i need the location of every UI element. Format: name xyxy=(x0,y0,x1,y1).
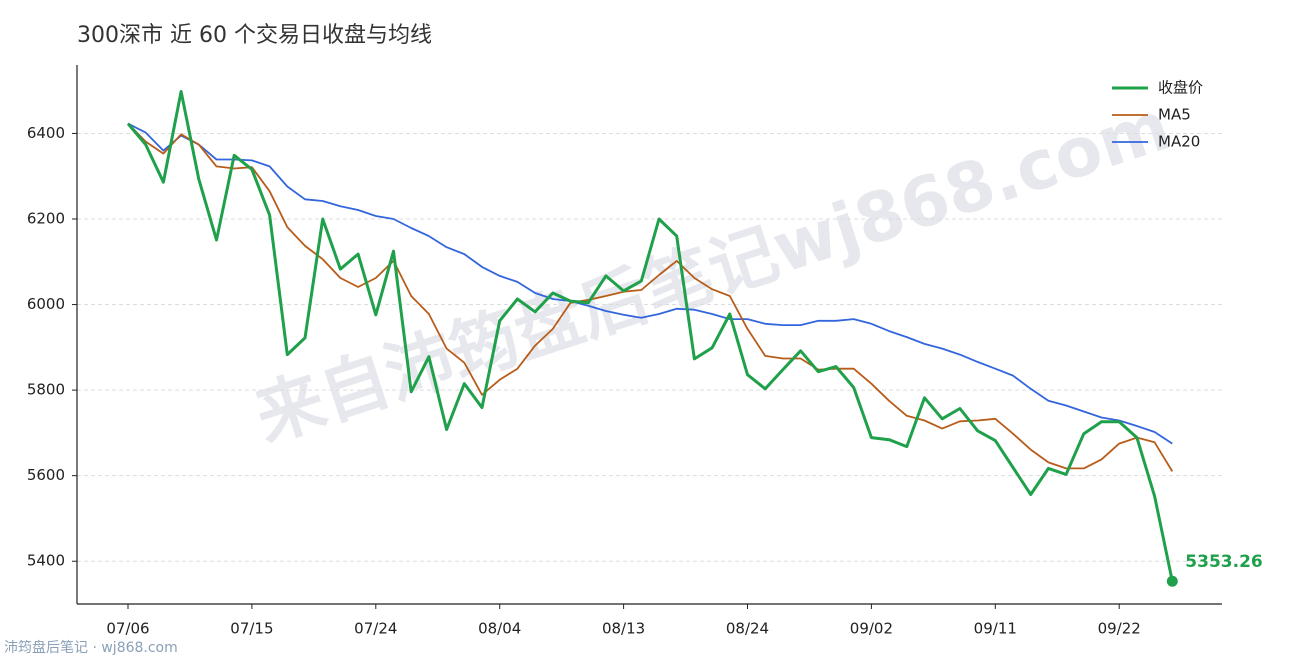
x-tick-label: 08/13 xyxy=(602,620,645,638)
y-tick-label: 5600 xyxy=(27,466,65,484)
x-tick-label: 07/15 xyxy=(230,620,273,638)
series-line xyxy=(127,122,1174,472)
y-tick-label: 6400 xyxy=(27,124,65,142)
x-tick-label: 07/06 xyxy=(106,620,149,638)
chart-title: 300深市 近 60 个交易日收盘与均线 xyxy=(77,23,432,48)
y-tick-label: 5800 xyxy=(27,381,65,399)
last-point xyxy=(1166,575,1178,587)
x-tick-label: 09/22 xyxy=(1098,620,1141,638)
x-tick-label: 07/24 xyxy=(354,620,397,638)
x-tick-label: 08/04 xyxy=(478,620,521,638)
legend-label: MA5 xyxy=(1158,106,1191,124)
x-tick-label: 08/24 xyxy=(726,620,769,638)
y-tick-label: 6200 xyxy=(27,210,65,228)
y-tick-label: 6000 xyxy=(27,295,65,313)
legend-label: MA20 xyxy=(1158,133,1200,151)
footer: 沛筠盘后笔记 · wj868.com xyxy=(4,639,178,656)
x-tick-label: 09/11 xyxy=(974,620,1017,638)
series-line xyxy=(127,122,1173,445)
x-tick-label: 09/02 xyxy=(850,620,893,638)
series-line xyxy=(126,90,1174,582)
last-value-label: 5353.26 xyxy=(1185,552,1262,572)
y-tick-label: 5400 xyxy=(27,552,65,570)
legend-label: 收盘价 xyxy=(1158,79,1203,97)
